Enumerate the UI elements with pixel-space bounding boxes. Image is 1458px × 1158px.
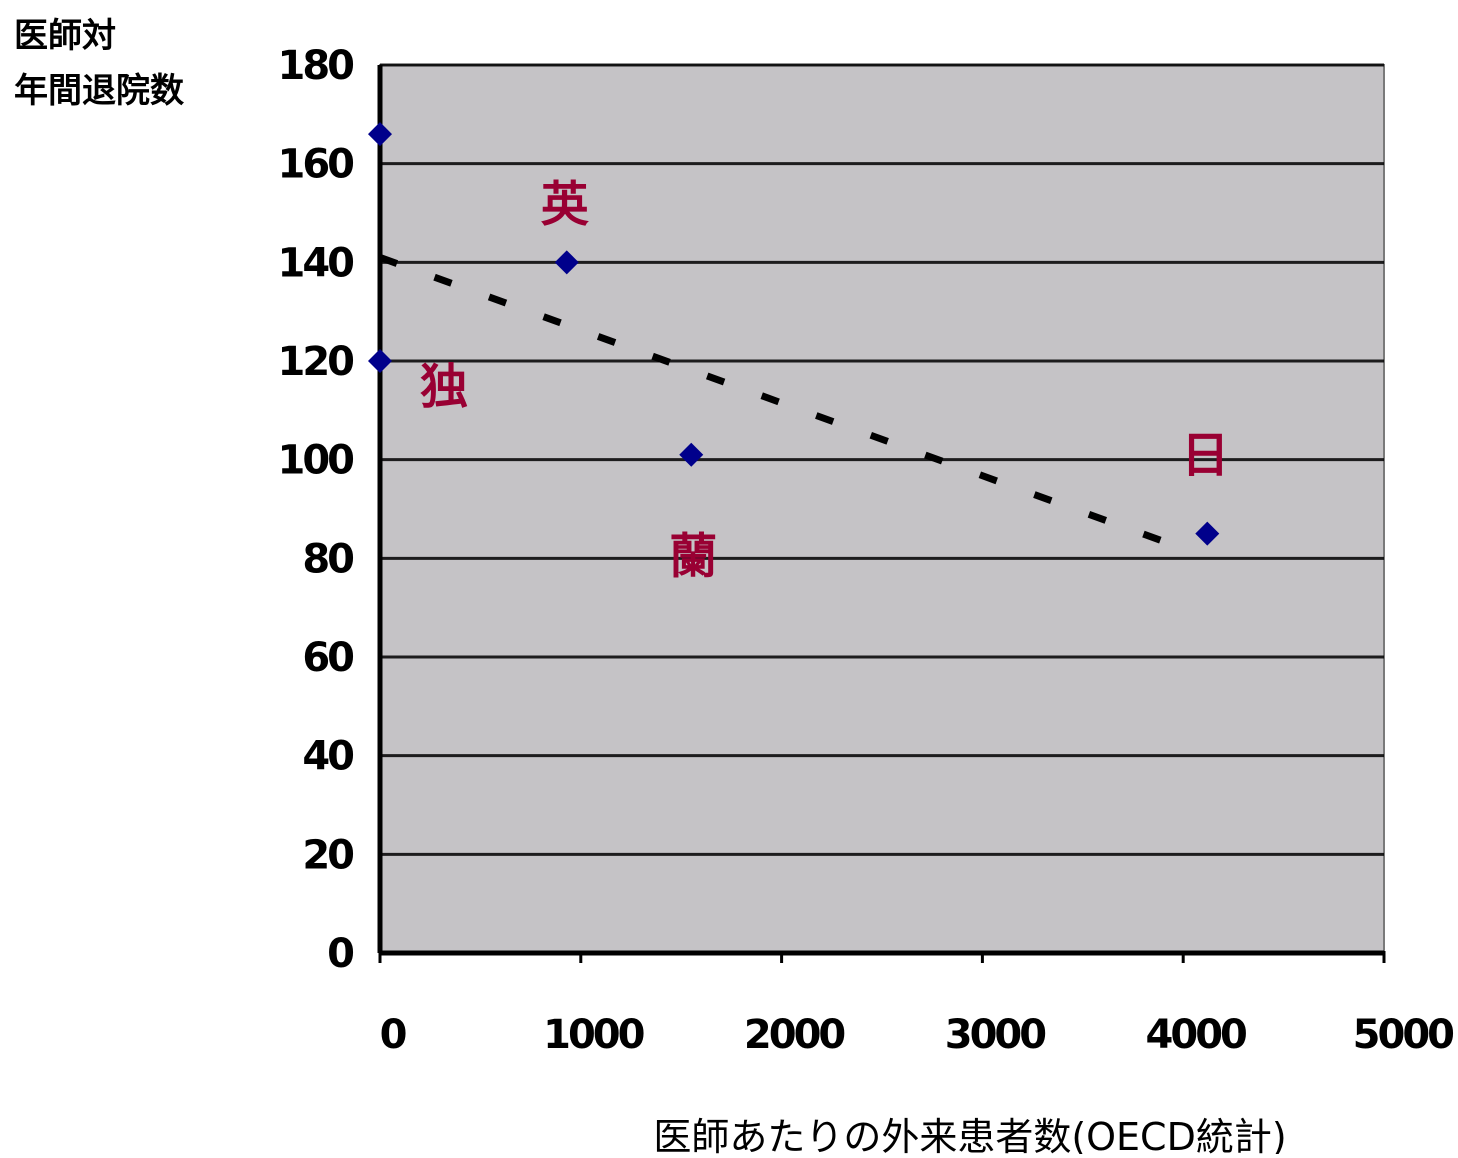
y-tick-label-100: 100 [278,438,354,484]
data-point-4 [1195,521,1220,546]
point-label-3: 蘭 [669,529,717,585]
y-tick-label-80: 80 [302,536,353,582]
plot-area [379,64,1385,954]
data-point-3 [679,442,704,467]
point-label-1: 独 [420,359,468,415]
x-tick-labels: 0 1000 2000 3000 4000 5000 [380,1012,1457,1058]
y-tick-label-140: 140 [278,240,354,286]
data-point-0 [368,122,392,147]
y-tick-label-120: 120 [278,339,354,385]
point-labels: 独 英蘭 日 [420,176,1229,584]
y-tick-label-60: 60 [302,635,353,681]
y-axis-label-line-2: 年間退院数 [14,71,184,111]
trendline [378,254,1185,552]
data-point-2 [554,250,579,275]
y-tick-label-40: 40 [302,734,353,780]
y-tick-label-20: 20 [302,832,353,878]
x-tick-label-5000: 5000 [1353,1012,1453,1058]
point-label-2: 英 [541,176,590,232]
x-tick-label-2000: 2000 [744,1012,844,1058]
point-label-4: 日 [1181,428,1229,484]
x-tick-label-1000: 1000 [543,1012,643,1058]
plot-background [379,64,1385,954]
trendline-path [378,254,1185,552]
x-axis-label: 医師あたりの外来患者数(OECD統計) [653,1115,1286,1154]
x-tick-label-4000: 4000 [1146,1012,1246,1058]
y-tick-label-0: 0 [327,931,353,977]
data-points [368,122,1220,546]
x-tick-label-3000: 3000 [945,1012,1045,1058]
y-axis-label-line-1: 医師対 [14,16,116,56]
data-point-1 [368,349,392,373]
y-tick-label-160: 160 [278,142,354,188]
y-tick-label-180: 180 [278,43,354,89]
gridlines [380,63,1384,856]
x-tick-label-0: 0 [380,1012,406,1058]
axes [377,65,1386,963]
y-tick-labels: 0 20 40 60 80 100 120 140 160 180 [278,43,357,977]
